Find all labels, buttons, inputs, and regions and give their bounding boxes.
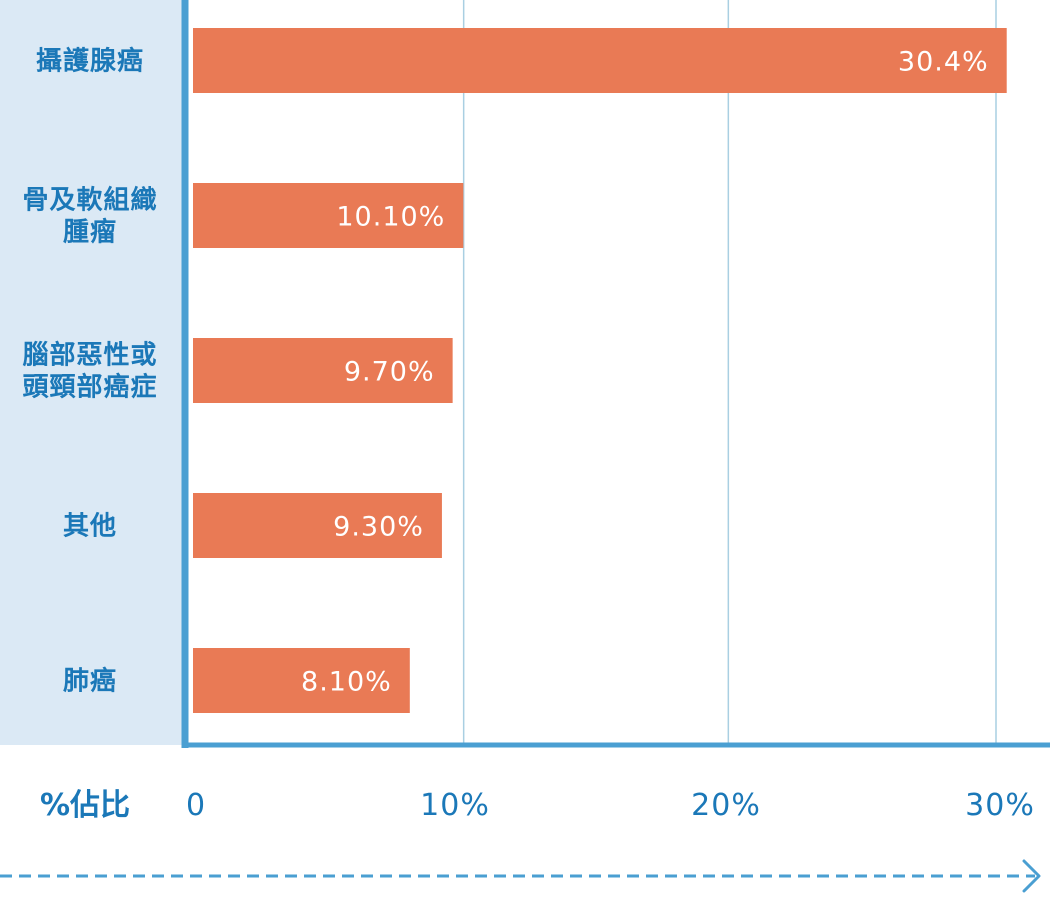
bar-value-label: 30.4% bbox=[898, 47, 989, 78]
bars: 30.4% 10.10% 9.70% 9.30% 8.10% bbox=[193, 28, 1007, 713]
category-label: 骨及軟組織 bbox=[22, 185, 157, 216]
bar-value-label: 9.30% bbox=[333, 512, 424, 543]
bar bbox=[193, 183, 464, 248]
bar bbox=[193, 28, 1007, 93]
bar bbox=[193, 338, 453, 403]
x-tick-label: 30% bbox=[965, 788, 1035, 823]
x-axis-title: %佔比 bbox=[40, 788, 130, 823]
category-label: 頭頸部癌症 bbox=[22, 372, 157, 403]
category-label: 攝護腺癌 bbox=[36, 46, 144, 77]
x-tick-labels: 0 10% 20% 30% bbox=[186, 788, 1035, 823]
bar-value-label: 8.10% bbox=[301, 667, 392, 698]
x-tick-label: 20% bbox=[691, 788, 761, 823]
category-label: 腫瘤 bbox=[63, 217, 117, 248]
category-label: 其他 bbox=[63, 512, 117, 542]
bar bbox=[193, 493, 442, 558]
x-tick-label: 0 bbox=[186, 788, 206, 823]
bar-value-label: 10.10% bbox=[336, 202, 445, 233]
grid-lines bbox=[462, 0, 997, 745]
category-label: 肺癌 bbox=[63, 666, 117, 697]
bar bbox=[193, 648, 410, 713]
category-label: 腦部惡性或 bbox=[22, 341, 157, 371]
x-tick-label: 10% bbox=[420, 788, 490, 823]
category-label-panel bbox=[0, 0, 185, 745]
bar-value-label: 9.70% bbox=[344, 357, 435, 388]
arrow-head-icon bbox=[1022, 859, 1041, 893]
